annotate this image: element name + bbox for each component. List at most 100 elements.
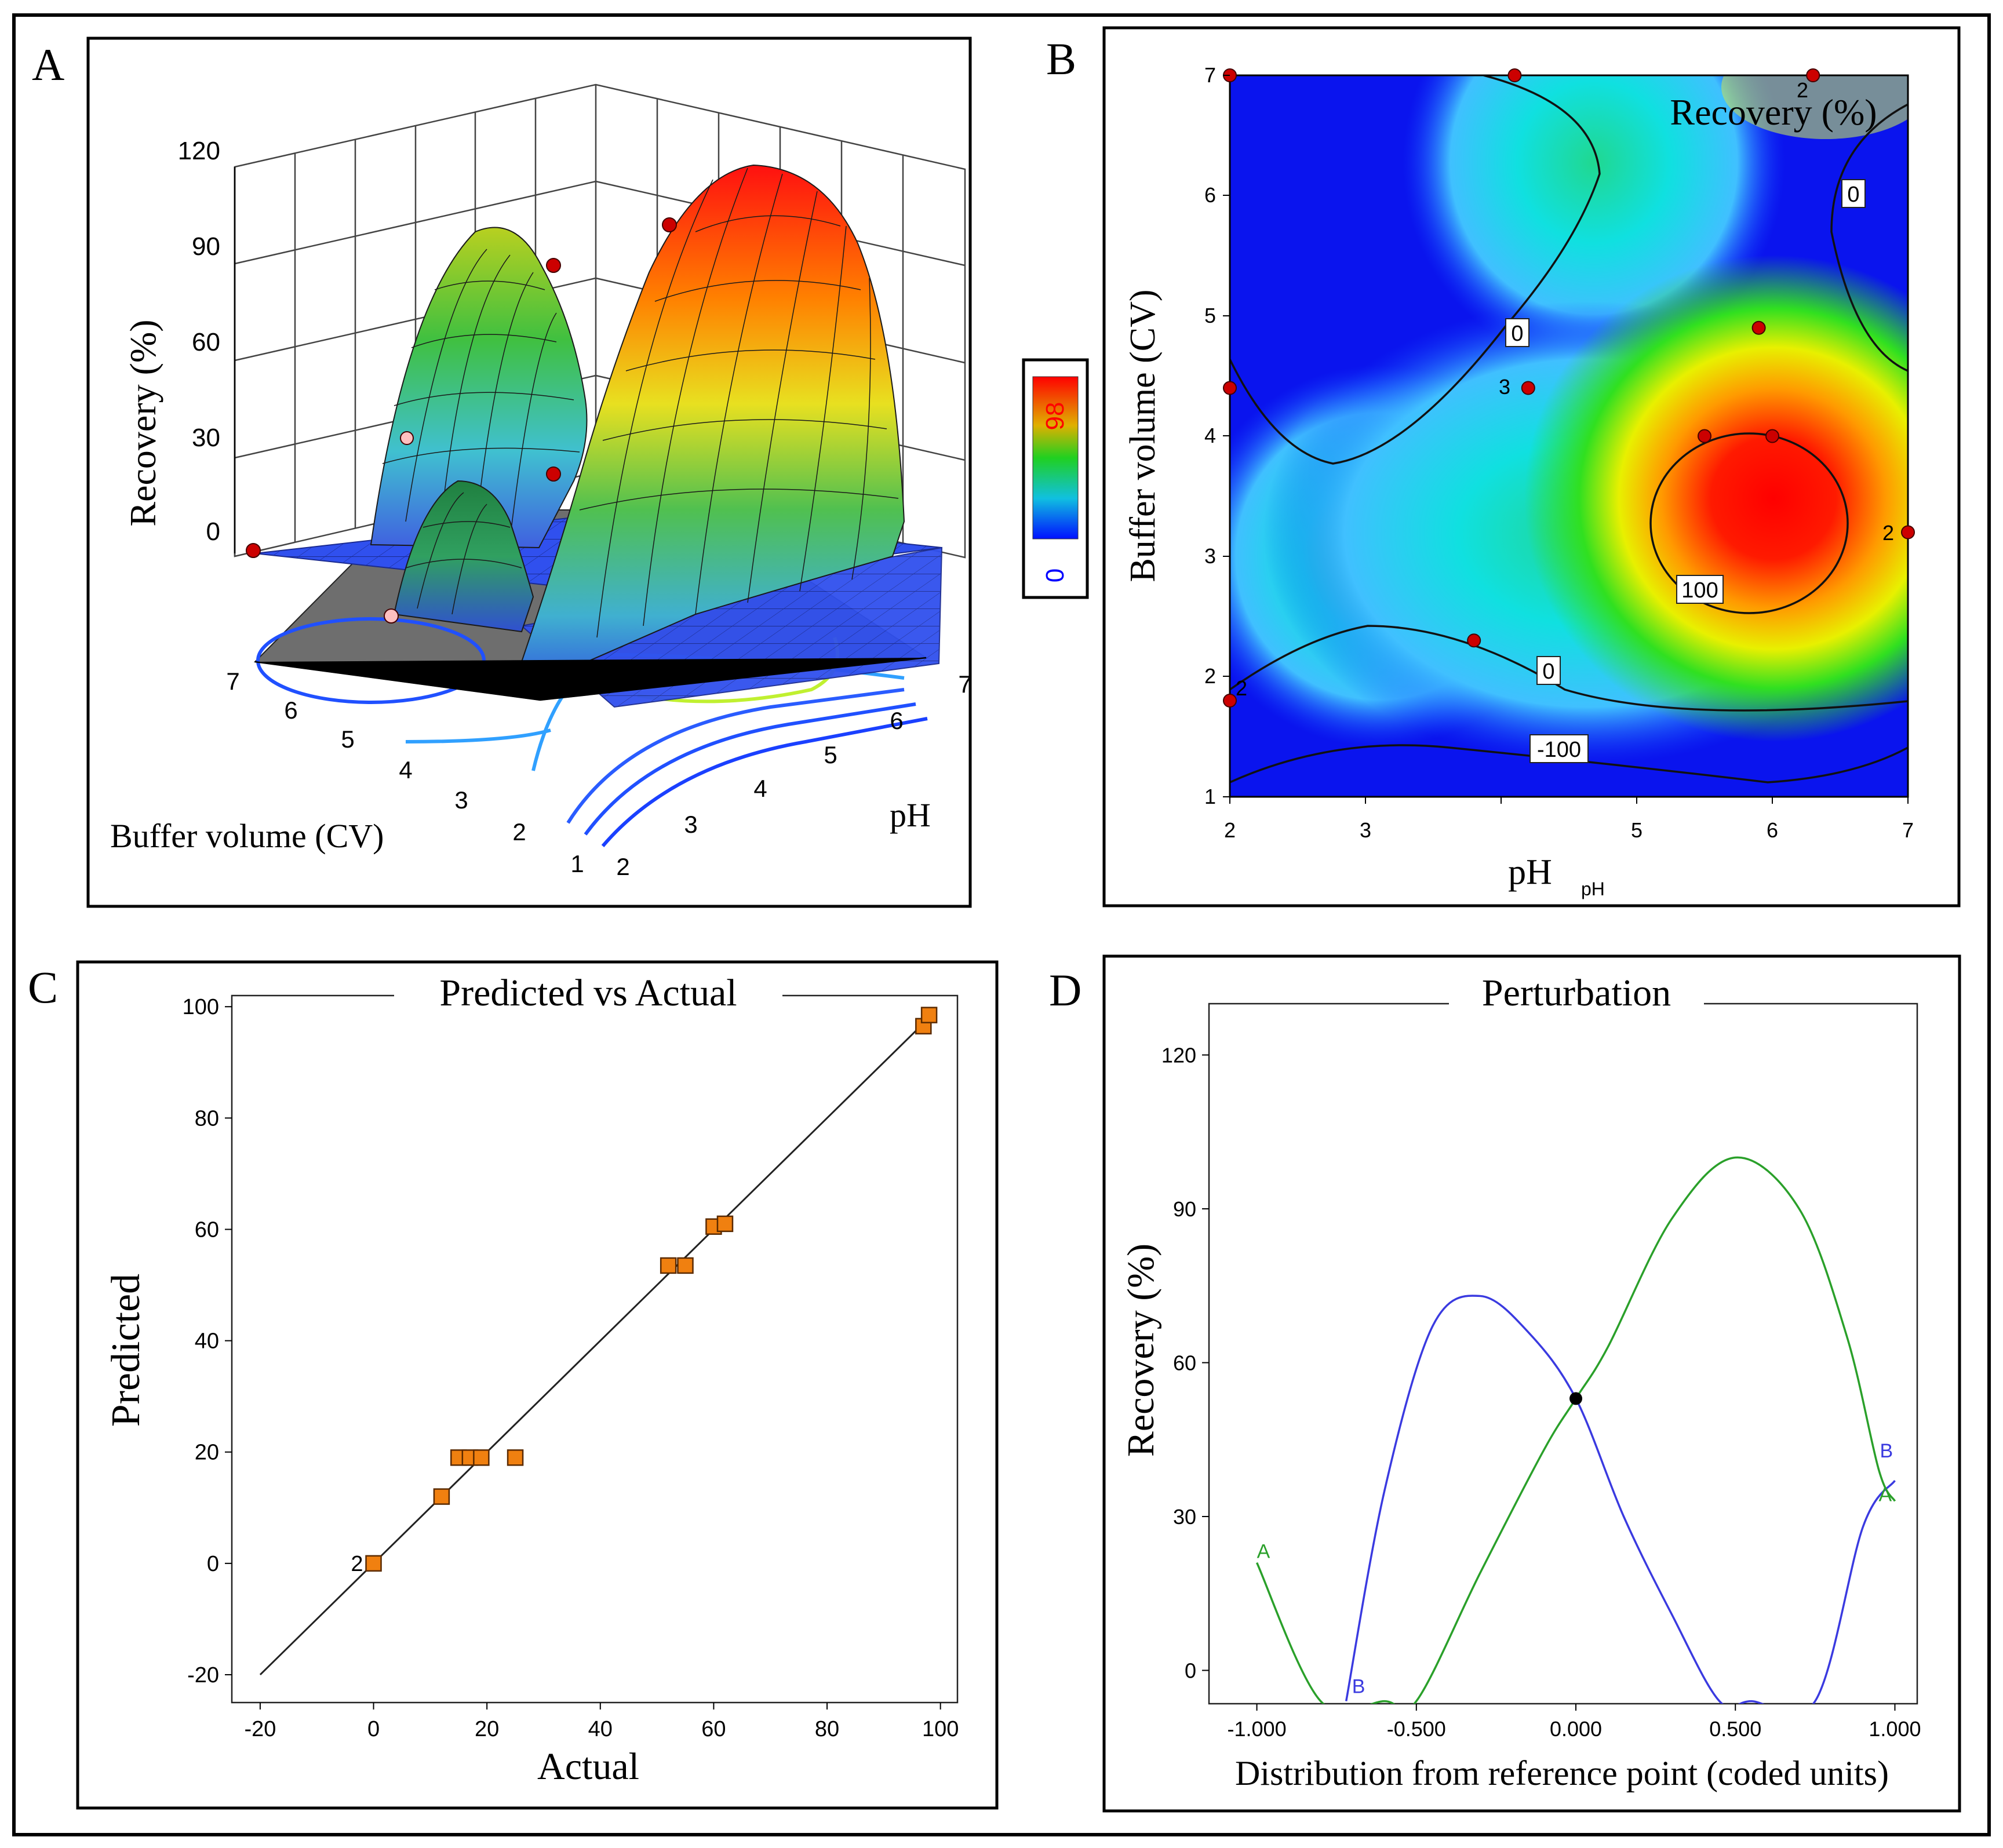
panel-c-ytick-label: 40 (195, 1329, 219, 1354)
panel-a-zlabel: Recovery (%) (122, 319, 163, 526)
panel-d-ytick-label: 120 (1161, 1043, 1196, 1067)
colorbar: 98 0 (1022, 358, 1089, 599)
panel-b-title: Recovery (%) (1670, 92, 1877, 133)
panel-d-letter: D (1049, 965, 1081, 1015)
svg-text:4: 4 (753, 775, 767, 802)
panel-b-xlabel-sub: pH (1581, 879, 1605, 899)
panel-d-xtick-label: -0.500 (1387, 1717, 1446, 1741)
svg-text:0: 0 (1847, 183, 1859, 207)
svg-text:-100: -100 (1537, 738, 1581, 762)
svg-text:0: 0 (1542, 659, 1554, 684)
panel-c-point-6 (660, 1257, 677, 1274)
panel-c-point-0 (365, 1555, 382, 1572)
svg-text:2: 2 (1204, 664, 1216, 688)
panel-a-letter: A (32, 39, 64, 90)
svg-text:1: 1 (570, 850, 584, 877)
colorbar-min-label: 0 (1041, 568, 1069, 582)
panel-a-green-hill-mesh (382, 249, 580, 540)
svg-text:100: 100 (1681, 578, 1718, 603)
panel-d-label-dLblBR: B (1880, 1440, 1893, 1462)
panel-d-series-labels: A B A B (1257, 1440, 1893, 1698)
panel-b-plot (1230, 75, 1908, 797)
panel-d-xtick-label: 1.000 (1869, 1717, 1921, 1741)
panel-b-point-9 (1467, 633, 1481, 648)
svg-text:4: 4 (399, 756, 412, 783)
panel-c-ytick-label: 80 (195, 1106, 219, 1131)
svg-text:90: 90 (192, 232, 220, 261)
svg-text:3: 3 (1204, 544, 1216, 568)
panel-b-xlabel: pH (1508, 852, 1552, 892)
panel-c-point-annotation: 2 (351, 1552, 363, 1576)
svg-text:3: 3 (1499, 375, 1510, 399)
panel-c-point-11 (920, 1007, 938, 1023)
panel-d-label-dLblAR: A (1878, 1483, 1892, 1506)
panel-d-xtick-label: 0.500 (1709, 1717, 1761, 1741)
panel-c-point-1 (433, 1488, 450, 1505)
panel-c-point-4 (473, 1449, 490, 1466)
panel-a-small-hill (393, 480, 534, 633)
panel-b-letter: B (1046, 34, 1076, 84)
panel-c-xtick-label: 0 (367, 1717, 380, 1741)
panel-b-tickmarks (1223, 75, 1909, 804)
panel-b-point-10 (1223, 694, 1237, 708)
svg-text:3: 3 (684, 811, 697, 838)
panel-a-red-hill (509, 164, 905, 697)
panel-c-point-7 (677, 1257, 694, 1274)
panel-c-point-5 (507, 1449, 524, 1466)
svg-text:4: 4 (1204, 424, 1216, 447)
svg-text:6: 6 (1767, 818, 1778, 842)
panel-b-point-8 (1901, 525, 1915, 540)
panel-c-xtick-label: 40 (588, 1717, 613, 1741)
panel-d-ytick-label: 30 (1173, 1505, 1196, 1529)
svg-text:3: 3 (454, 786, 468, 814)
panel-a-green-hill (370, 227, 588, 549)
panel-b-point-7 (1765, 429, 1779, 443)
panel-d-lines (1255, 1156, 1896, 1704)
panel-b-points (1223, 68, 1915, 708)
panel-d-ytick-label: 60 (1173, 1351, 1196, 1375)
panel-b-point-6 (1698, 429, 1711, 443)
svg-text:7: 7 (226, 668, 239, 695)
panel-b-point-5 (1751, 320, 1766, 335)
panel-b-point-4 (1521, 381, 1535, 395)
svg-text:3: 3 (1360, 818, 1371, 842)
panel-c-ytick-label: 20 (195, 1441, 219, 1465)
svg-text:5: 5 (1631, 818, 1643, 842)
panel-a-zticks: 0 30 60 90 120 (178, 137, 220, 546)
panel-c-xtick-label: 100 (922, 1717, 959, 1741)
panel-d: D Perturbation -1.000 -0.500 0.000 0.500 1.0… (1049, 954, 1961, 1813)
panel-d-ylabel: Recovery (%) (1120, 1244, 1162, 1457)
outer-frame (12, 13, 1991, 1836)
svg-text:60: 60 (192, 328, 220, 356)
panel-d-label-dLblAL: A (1257, 1541, 1270, 1563)
panel-b: B 0 0 0 100 (1046, 26, 1961, 907)
svg-text:5: 5 (341, 726, 354, 753)
panel-a-buffer-ticks: 1 2 3 4 5 6 7 (226, 668, 584, 877)
svg-text:2: 2 (512, 818, 526, 845)
panel-a: A (32, 37, 972, 908)
panel-c-letter: C (28, 962, 58, 1012)
svg-text:7: 7 (1204, 63, 1216, 87)
panel-b-xticks: 2 3 5 6 7 (1224, 818, 1914, 842)
panel-a-red-hill-mesh (579, 167, 899, 638)
svg-text:6: 6 (284, 697, 297, 724)
svg-text:7: 7 (958, 670, 971, 698)
panel-c: C Predicted vs Actual -20 0 20 40 60 80 100-20… (28, 960, 999, 1810)
panel-c-ytick-label: -20 (187, 1663, 219, 1687)
panel-c-point-9 (716, 1215, 734, 1233)
svg-text:5: 5 (824, 741, 837, 768)
panel-a-small-hill-mesh (405, 492, 522, 615)
svg-text:7: 7 (1902, 818, 1914, 842)
panel-d-series-A (1255, 1156, 1896, 1704)
svg-text:2: 2 (1236, 676, 1247, 700)
svg-text:6: 6 (890, 707, 903, 734)
panel-c-xtick-label: 80 (815, 1717, 839, 1741)
panel-b-ylabel: Buffer volume (CV) (1123, 289, 1163, 582)
panel-d-xtick-label: 0.000 (1550, 1717, 1602, 1741)
panel-a-axes (234, 167, 927, 701)
svg-text:2: 2 (1797, 78, 1808, 102)
panel-a-xlabel: Buffer volume (CV) (110, 817, 384, 855)
panel-c-frame (76, 960, 999, 1810)
panel-c-ylabel: Predicted (104, 1274, 148, 1427)
